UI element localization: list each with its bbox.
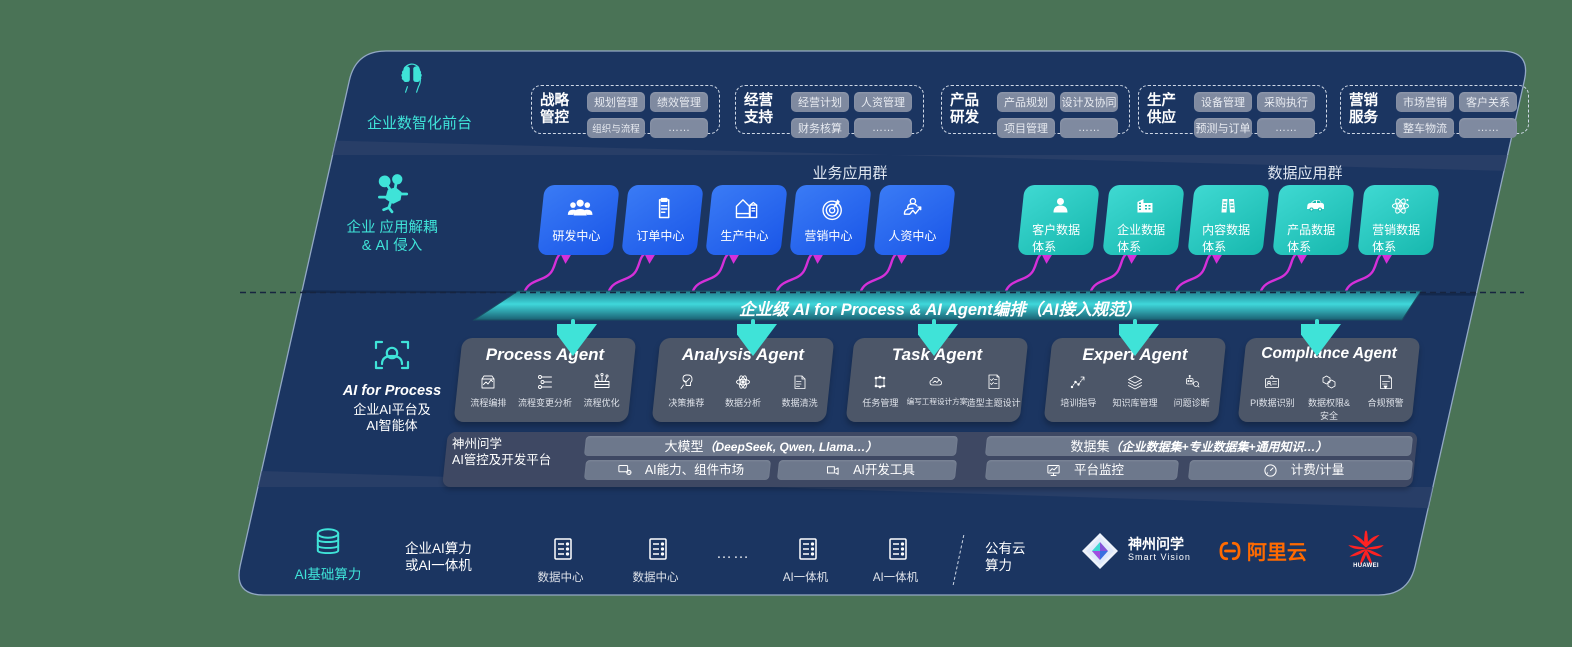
svg-text:HUAWEI: HUAWEI (1353, 563, 1379, 568)
